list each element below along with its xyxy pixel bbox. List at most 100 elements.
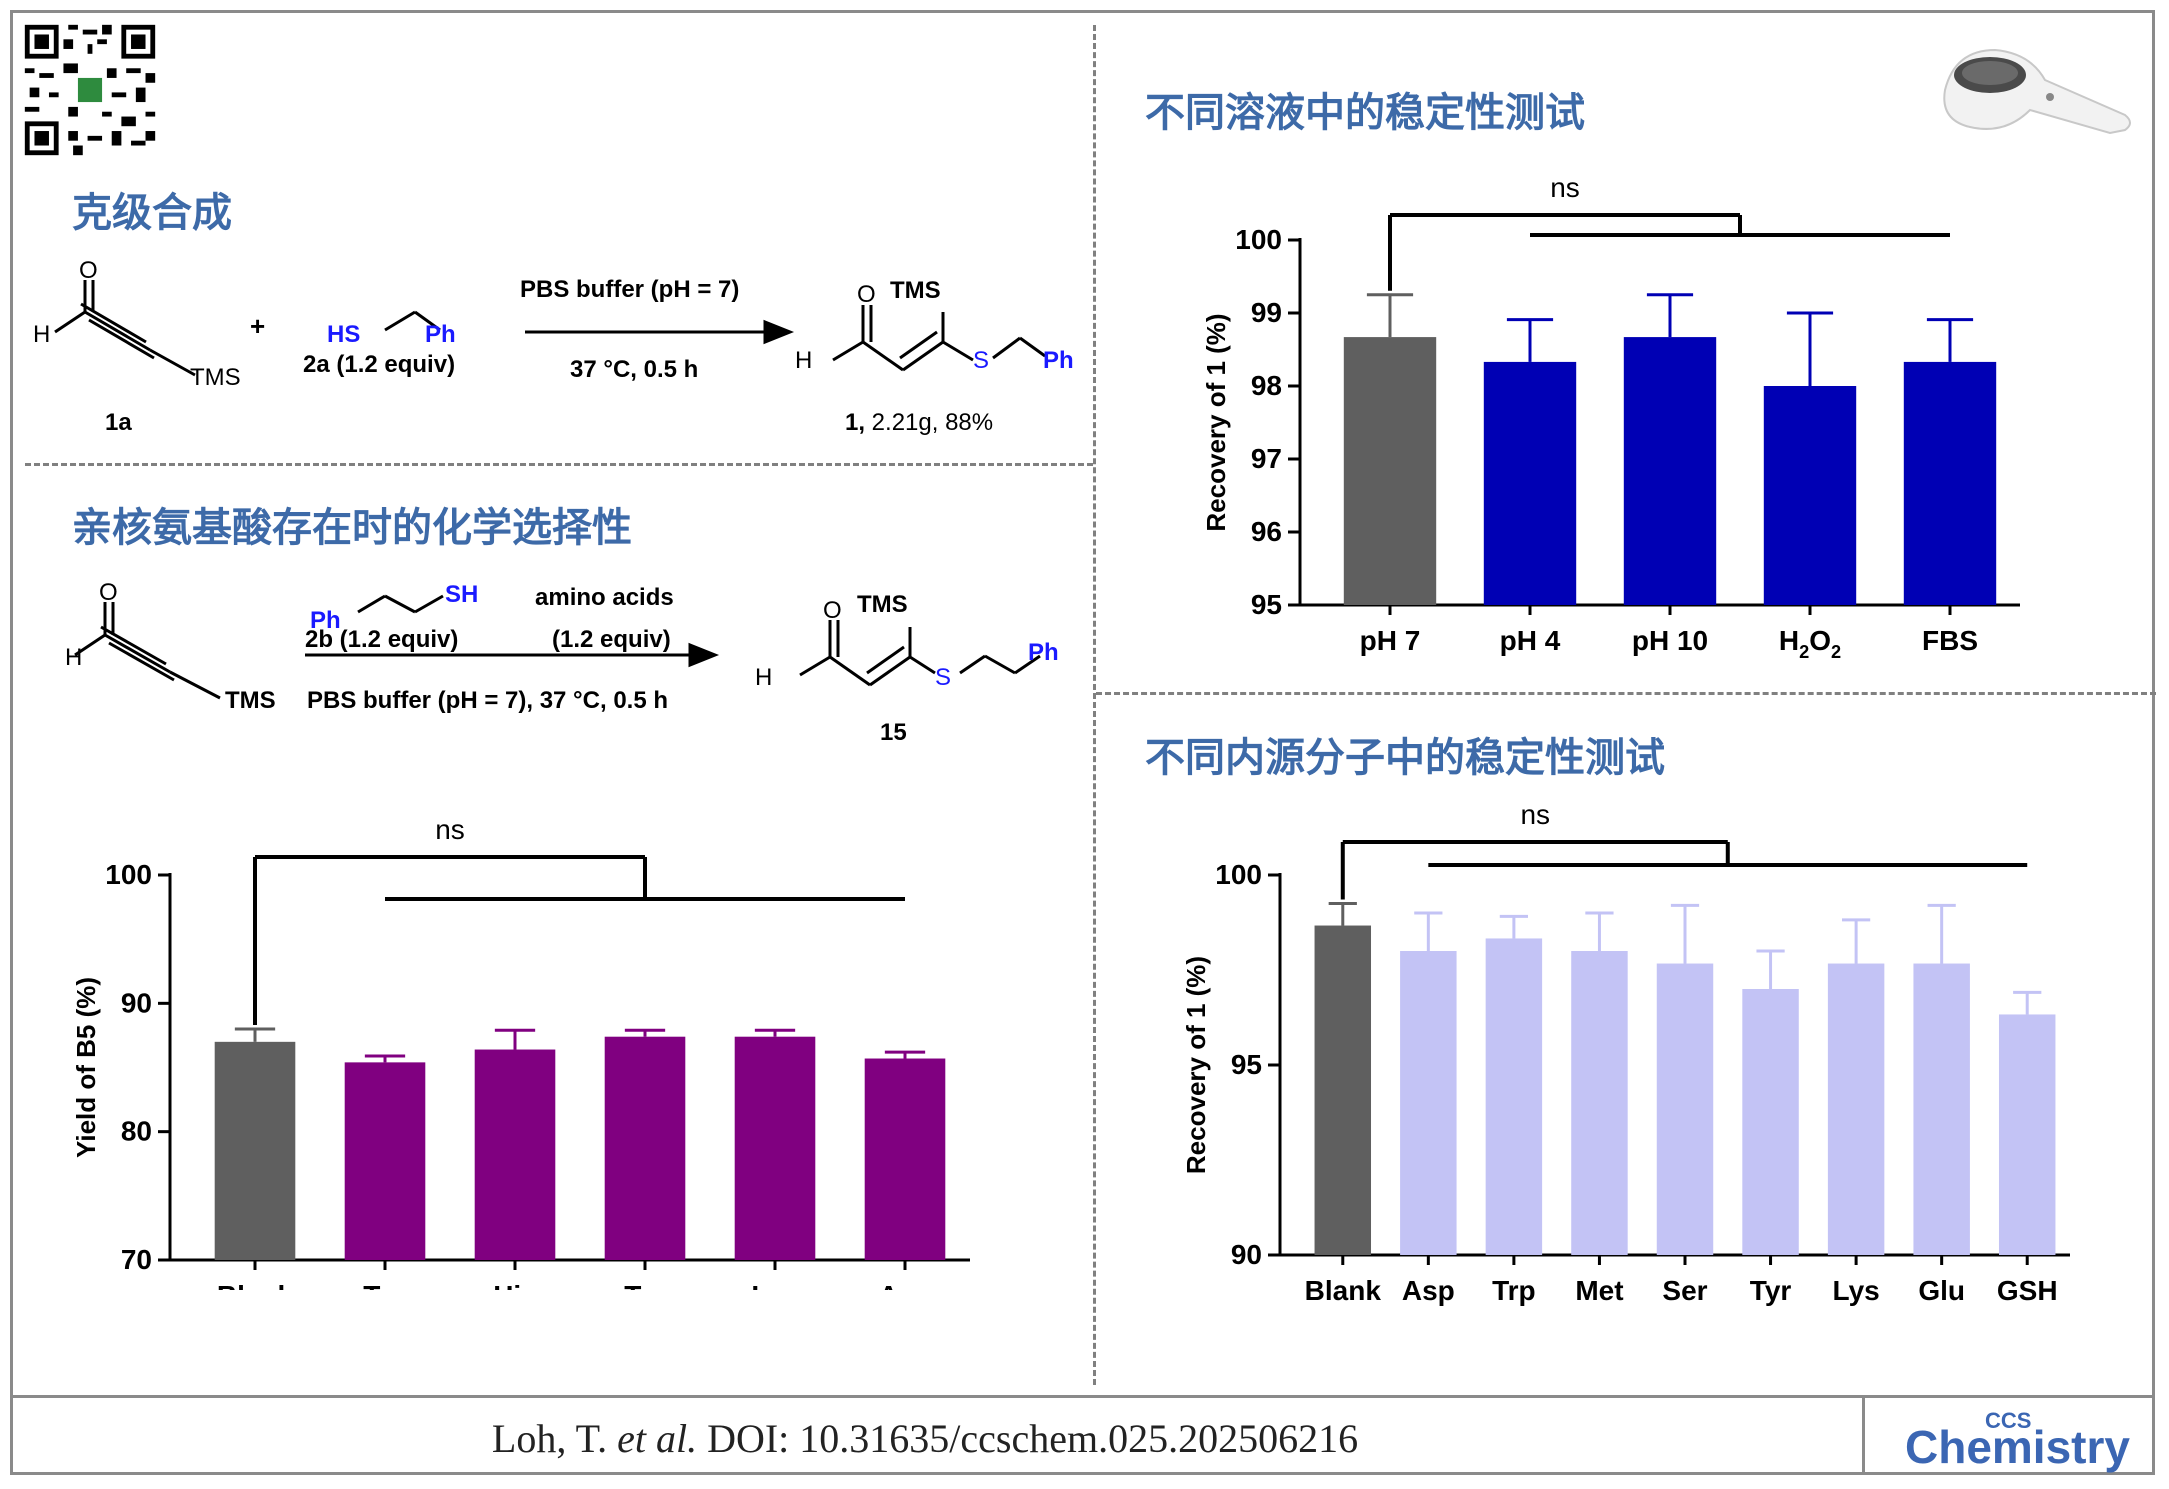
right-divider <box>1096 692 2156 695</box>
y-tick-label: 100 <box>1215 859 1262 890</box>
bar-lys <box>1827 963 1885 1255</box>
s2-p-h: H <box>755 664 772 691</box>
bar-gsh <box>1998 1014 2056 1255</box>
x-tick-label: pH 7 <box>1360 625 1421 656</box>
y-axis-label: Yield of B5 (%) <box>71 977 101 1158</box>
endogenous-stability-chart: 90 95 100 Recovery of 1 (%) Blank Asp Trp Met Se… <box>1181 800 2070 1306</box>
x-tick-label: Tyr <box>1750 1275 1792 1306</box>
qr-code-icon <box>20 20 160 160</box>
x-tick-label: GSH <box>1997 1275 2058 1306</box>
bar-ph-7 <box>1343 337 1437 605</box>
s2-amino-bottom: (1.2 equiv) <box>552 626 671 653</box>
significance-label: ns <box>1520 800 1550 830</box>
s1-product-yield: 1, 2.21g, 88% <box>845 409 993 436</box>
x-tick-label: Met <box>1575 1275 1623 1306</box>
bar-glu <box>1913 963 1970 1255</box>
gram-scale-title: 克级合成 <box>72 190 232 236</box>
y-tick-label: 90 <box>121 987 152 1018</box>
x-tick-label: Glu <box>1918 1275 1965 1306</box>
endogenous-stability-title: 不同内源分子中的稳定性测试 <box>1145 735 1665 781</box>
y-tick-label: 90 <box>1231 1239 1262 1270</box>
bar-ser <box>1656 963 1714 1255</box>
bar-blank <box>1314 925 1372 1255</box>
figure-frame <box>10 10 2155 1475</box>
bar-blank <box>214 1041 296 1260</box>
x-tick-label: Tyr <box>624 1280 666 1290</box>
s1-plus: + <box>250 311 265 341</box>
y-tick-label: 80 <box>121 1116 152 1147</box>
bar-his <box>474 1049 556 1260</box>
device-illustration-icon <box>1943 48 2131 135</box>
footer-separator <box>1862 1395 1865 1475</box>
x-tick-label: pH 10 <box>1632 625 1708 656</box>
bar-tyr <box>1742 989 1799 1255</box>
s2-h-label: H <box>65 644 82 671</box>
s2-product-label: 15 <box>880 719 907 746</box>
y-tick-label: 97 <box>1251 443 1282 474</box>
y-tick-label: 98 <box>1251 370 1282 401</box>
x-tick-label: pH 4 <box>1500 625 1561 656</box>
bar-fbs <box>1903 361 1997 605</box>
y-tick-label: 95 <box>1251 589 1282 620</box>
s1-h-label: H <box>33 321 50 348</box>
y-tick-label: 100 <box>105 859 152 890</box>
bar-met <box>1571 951 1628 1255</box>
bar-asp <box>1400 951 1457 1255</box>
s2-reagent: 2b (1.2 equiv) <box>305 626 458 653</box>
bar-h2o2 <box>1763 386 1857 605</box>
y-tick-label: 96 <box>1251 516 1282 547</box>
s1-reagent: 2a (1.2 equiv) <box>303 351 455 378</box>
vertical-divider <box>1093 25 1096 1385</box>
left-divider <box>25 463 1093 466</box>
y-tick-label: 99 <box>1251 297 1282 328</box>
gram-scale-scheme: O H TMS 1a + HS Ph 2a (1.2 equiv) PBS bu… <box>33 257 1074 436</box>
s2-thiol-ph: Ph <box>310 607 341 634</box>
s1-o-label: O <box>79 257 98 284</box>
footer-bar <box>10 1395 2155 1478</box>
s2-p-o: O <box>823 597 842 624</box>
x-tick-label: Ser <box>1662 1275 1707 1306</box>
s1-p-s: S <box>973 347 989 374</box>
x-tick-label: Asp <box>879 1280 932 1290</box>
s2-cond-bottom: PBS buffer (pH = 7), 37 °C, 0.5 h <box>307 687 668 714</box>
bar-trp <box>1485 938 1543 1255</box>
s1-p-h: H <box>795 347 812 374</box>
s1-p-ph: Ph <box>1043 347 1074 374</box>
s1-cond-bottom: 37 °C, 0.5 h <box>570 356 698 383</box>
s1-p-tms: TMS <box>890 277 941 304</box>
s1-cond-top: PBS buffer (pH = 7) <box>520 276 739 303</box>
y-tick-label: 95 <box>1231 1049 1262 1080</box>
bar-asp <box>864 1058 946 1260</box>
s1-p-o: O <box>857 281 876 308</box>
bar-trp <box>344 1062 426 1260</box>
citation: Loh, T. et al. DOI: 10.31635/ccschem.025… <box>491 1416 1359 1461</box>
s1-thiol-hs: HS <box>327 321 360 348</box>
solution-stability-chart: 95 96 97 98 99 100 Recovery of 1 (%) pH 7 pH 4 pH… <box>1201 172 2020 662</box>
x-tick-label: H2O2 <box>1779 625 1841 662</box>
x-tick-label: Asp <box>1402 1275 1455 1306</box>
s2-amino-top: amino acids <box>535 584 674 611</box>
s2-o-label: O <box>99 579 118 606</box>
y-tick-label: 100 <box>1235 224 1282 255</box>
x-tick-label: Blank <box>1305 1275 1382 1306</box>
x-tick-label: Trp <box>1492 1275 1536 1306</box>
s2-p-tms: TMS <box>857 591 908 618</box>
significance-label: ns <box>1550 172 1580 203</box>
s2-p-ph: Ph <box>1028 639 1059 666</box>
solution-stability-title: 不同溶液中的稳定性测试 <box>1145 90 1585 136</box>
bar-ph-10 <box>1623 337 1717 605</box>
bar-lys <box>734 1036 816 1260</box>
x-tick-label: Lys <box>1833 1275 1880 1306</box>
significance-label: ns <box>435 814 465 845</box>
s2-thiol-sh: SH <box>445 581 478 608</box>
yield-chart: 70 80 90 100 Yield of B5 (%) Blank Trp His Tyr Ly… <box>71 814 970 1290</box>
s1-reactant-label: 1a <box>105 409 132 436</box>
x-tick-label: Blank <box>217 1280 294 1290</box>
s2-tms-label: TMS <box>225 687 276 714</box>
x-tick-label: Lys <box>751 1280 798 1290</box>
chemoselectivity-title: 亲核氨基酸存在时的化学选择性 <box>72 505 632 551</box>
s1-tms-label: TMS <box>190 364 241 391</box>
y-axis-label: Recovery of 1 (%) <box>1201 313 1231 531</box>
y-axis-label: Recovery of 1 (%) <box>1181 956 1211 1174</box>
y-tick-label: 70 <box>121 1244 152 1275</box>
